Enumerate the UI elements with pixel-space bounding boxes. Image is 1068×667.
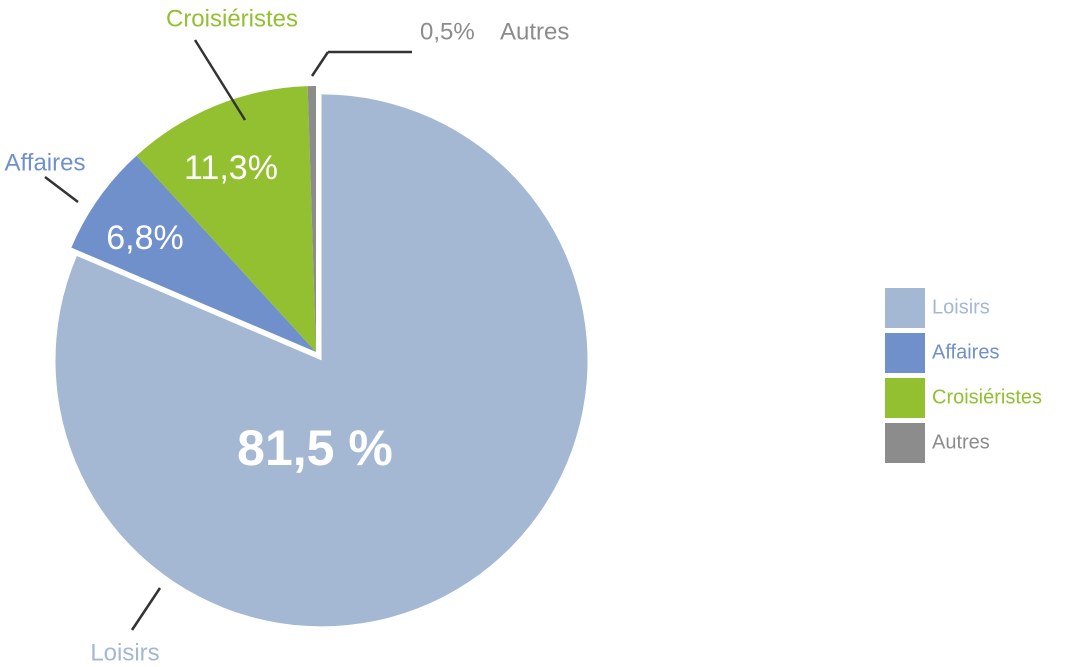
legend-label: Croisiéristes [932, 386, 1042, 408]
legend-label: Autres [932, 431, 990, 453]
label: 81,5 % [237, 420, 393, 476]
legend-swatch [885, 333, 925, 373]
label: Croisiéristes [166, 5, 298, 32]
label: 0,5% [420, 18, 475, 45]
pie-slice [71, 155, 316, 352]
pie-slice [55, 94, 588, 627]
label: 6,8% [106, 219, 184, 257]
legend-label: Loisirs [932, 296, 990, 318]
pie-slice [136, 86, 316, 353]
label: Affaires [5, 149, 86, 176]
legend-swatch [885, 288, 925, 328]
leader-line [193, 39, 247, 121]
label: Loisirs [90, 639, 159, 666]
leader-line [310, 51, 330, 77]
legend-label: Affaires [932, 341, 999, 363]
legend-swatch [885, 423, 925, 463]
leader-lines [44, 39, 412, 631]
pie-slice [307, 86, 316, 352]
label: Autres [500, 18, 569, 45]
leader-line [130, 587, 162, 631]
leader-line [44, 176, 79, 203]
legend-swatch [885, 378, 925, 418]
label: 11,3% [184, 149, 278, 187]
